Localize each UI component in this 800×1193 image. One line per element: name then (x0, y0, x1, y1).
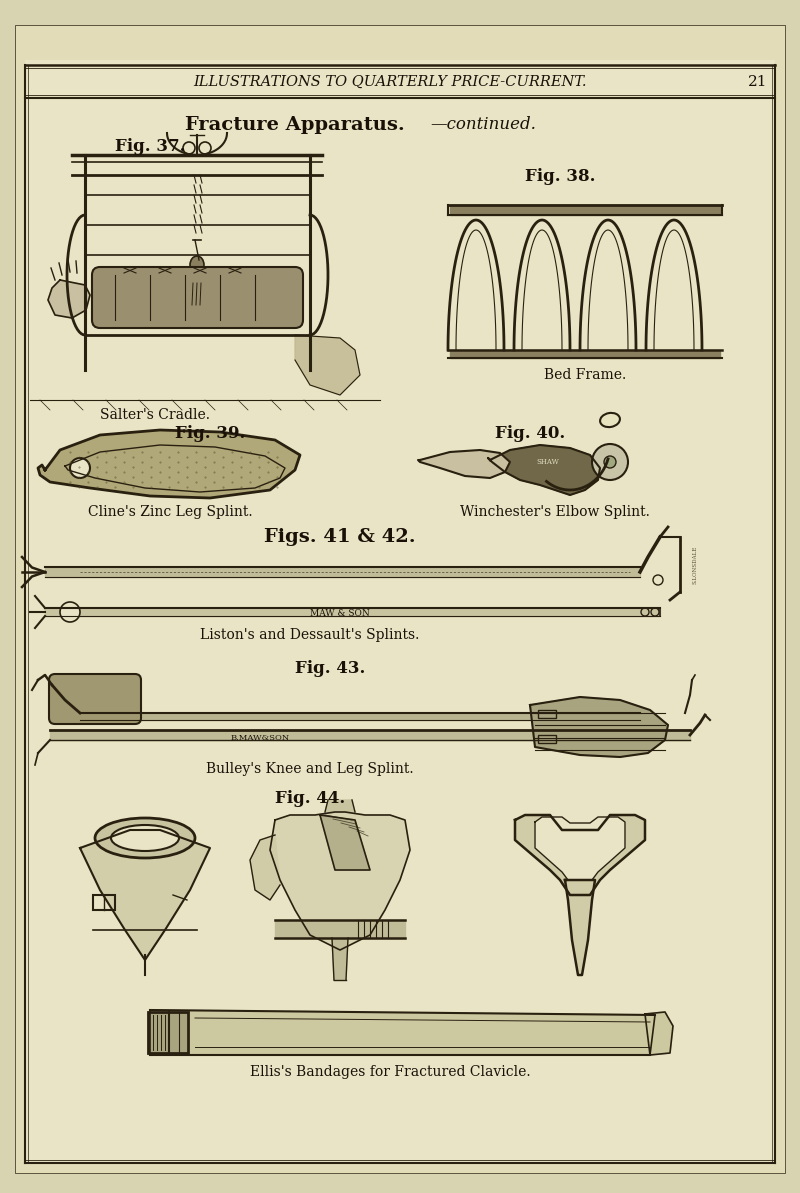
Circle shape (60, 602, 80, 622)
Bar (538, 735, 556, 743)
Polygon shape (450, 350, 720, 358)
Text: Liston's and Dessault's Splints.: Liston's and Dessault's Splints. (200, 628, 420, 642)
Text: SHAW: SHAW (537, 458, 559, 466)
FancyBboxPatch shape (92, 267, 303, 328)
Ellipse shape (190, 256, 204, 274)
Text: ILLUSTRATIONS TO QUARTERLY PRICE-CURRENT.: ILLUSTRATIONS TO QUARTERLY PRICE-CURRENT… (194, 75, 586, 89)
Polygon shape (535, 817, 625, 880)
Polygon shape (565, 880, 595, 975)
Text: S.LONSDALE: S.LONSDALE (693, 545, 698, 585)
Polygon shape (515, 815, 645, 895)
Ellipse shape (111, 826, 179, 851)
Ellipse shape (95, 818, 195, 858)
Text: Bed Frame.: Bed Frame. (544, 367, 626, 382)
Text: Winchester's Elbow Splint.: Winchester's Elbow Splint. (460, 505, 650, 519)
Bar (538, 710, 556, 718)
Text: B.MAW&SON: B.MAW&SON (230, 734, 290, 742)
FancyBboxPatch shape (49, 674, 141, 724)
Polygon shape (270, 812, 410, 950)
Polygon shape (45, 567, 640, 577)
Polygon shape (488, 445, 600, 495)
Text: Figs. 41 & 42.: Figs. 41 & 42. (264, 528, 416, 546)
Polygon shape (332, 938, 348, 979)
Polygon shape (530, 697, 668, 758)
Text: Ellis's Bandages for Fractured Clavicle.: Ellis's Bandages for Fractured Clavicle. (250, 1065, 530, 1078)
Polygon shape (645, 1012, 673, 1055)
Text: Fig. 37.: Fig. 37. (115, 138, 186, 155)
Polygon shape (320, 815, 370, 870)
Polygon shape (38, 429, 300, 497)
Text: Fig. 38.: Fig. 38. (525, 168, 595, 185)
Text: Bulley's Knee and Leg Splint.: Bulley's Knee and Leg Splint. (206, 762, 414, 775)
Polygon shape (150, 1010, 655, 1055)
Polygon shape (295, 335, 360, 395)
Text: 21: 21 (748, 75, 768, 89)
Polygon shape (50, 730, 690, 740)
Text: Salter's Cradle.: Salter's Cradle. (100, 408, 210, 422)
Text: Fig. 43.: Fig. 43. (295, 660, 365, 676)
Text: Fig. 40.: Fig. 40. (495, 425, 565, 441)
Text: Fig. 44.: Fig. 44. (275, 790, 345, 806)
Polygon shape (450, 205, 720, 215)
Bar (148, 1012, 188, 1053)
Ellipse shape (600, 413, 620, 427)
Polygon shape (80, 713, 640, 721)
Polygon shape (48, 280, 90, 319)
Text: Fracture Apparatus.: Fracture Apparatus. (185, 116, 405, 134)
Polygon shape (275, 920, 405, 938)
Bar (93, 895, 115, 910)
Circle shape (592, 444, 628, 480)
Circle shape (604, 456, 616, 468)
Text: Cline's Zinc Leg Splint.: Cline's Zinc Leg Splint. (88, 505, 252, 519)
Text: —continued.: —continued. (430, 116, 536, 132)
Polygon shape (325, 801, 355, 812)
Circle shape (70, 458, 90, 478)
Polygon shape (418, 450, 510, 478)
Polygon shape (80, 830, 210, 960)
Polygon shape (45, 608, 660, 616)
Text: Fig. 39.: Fig. 39. (175, 425, 246, 441)
Text: MAW & SON: MAW & SON (310, 610, 370, 618)
Polygon shape (250, 835, 280, 900)
